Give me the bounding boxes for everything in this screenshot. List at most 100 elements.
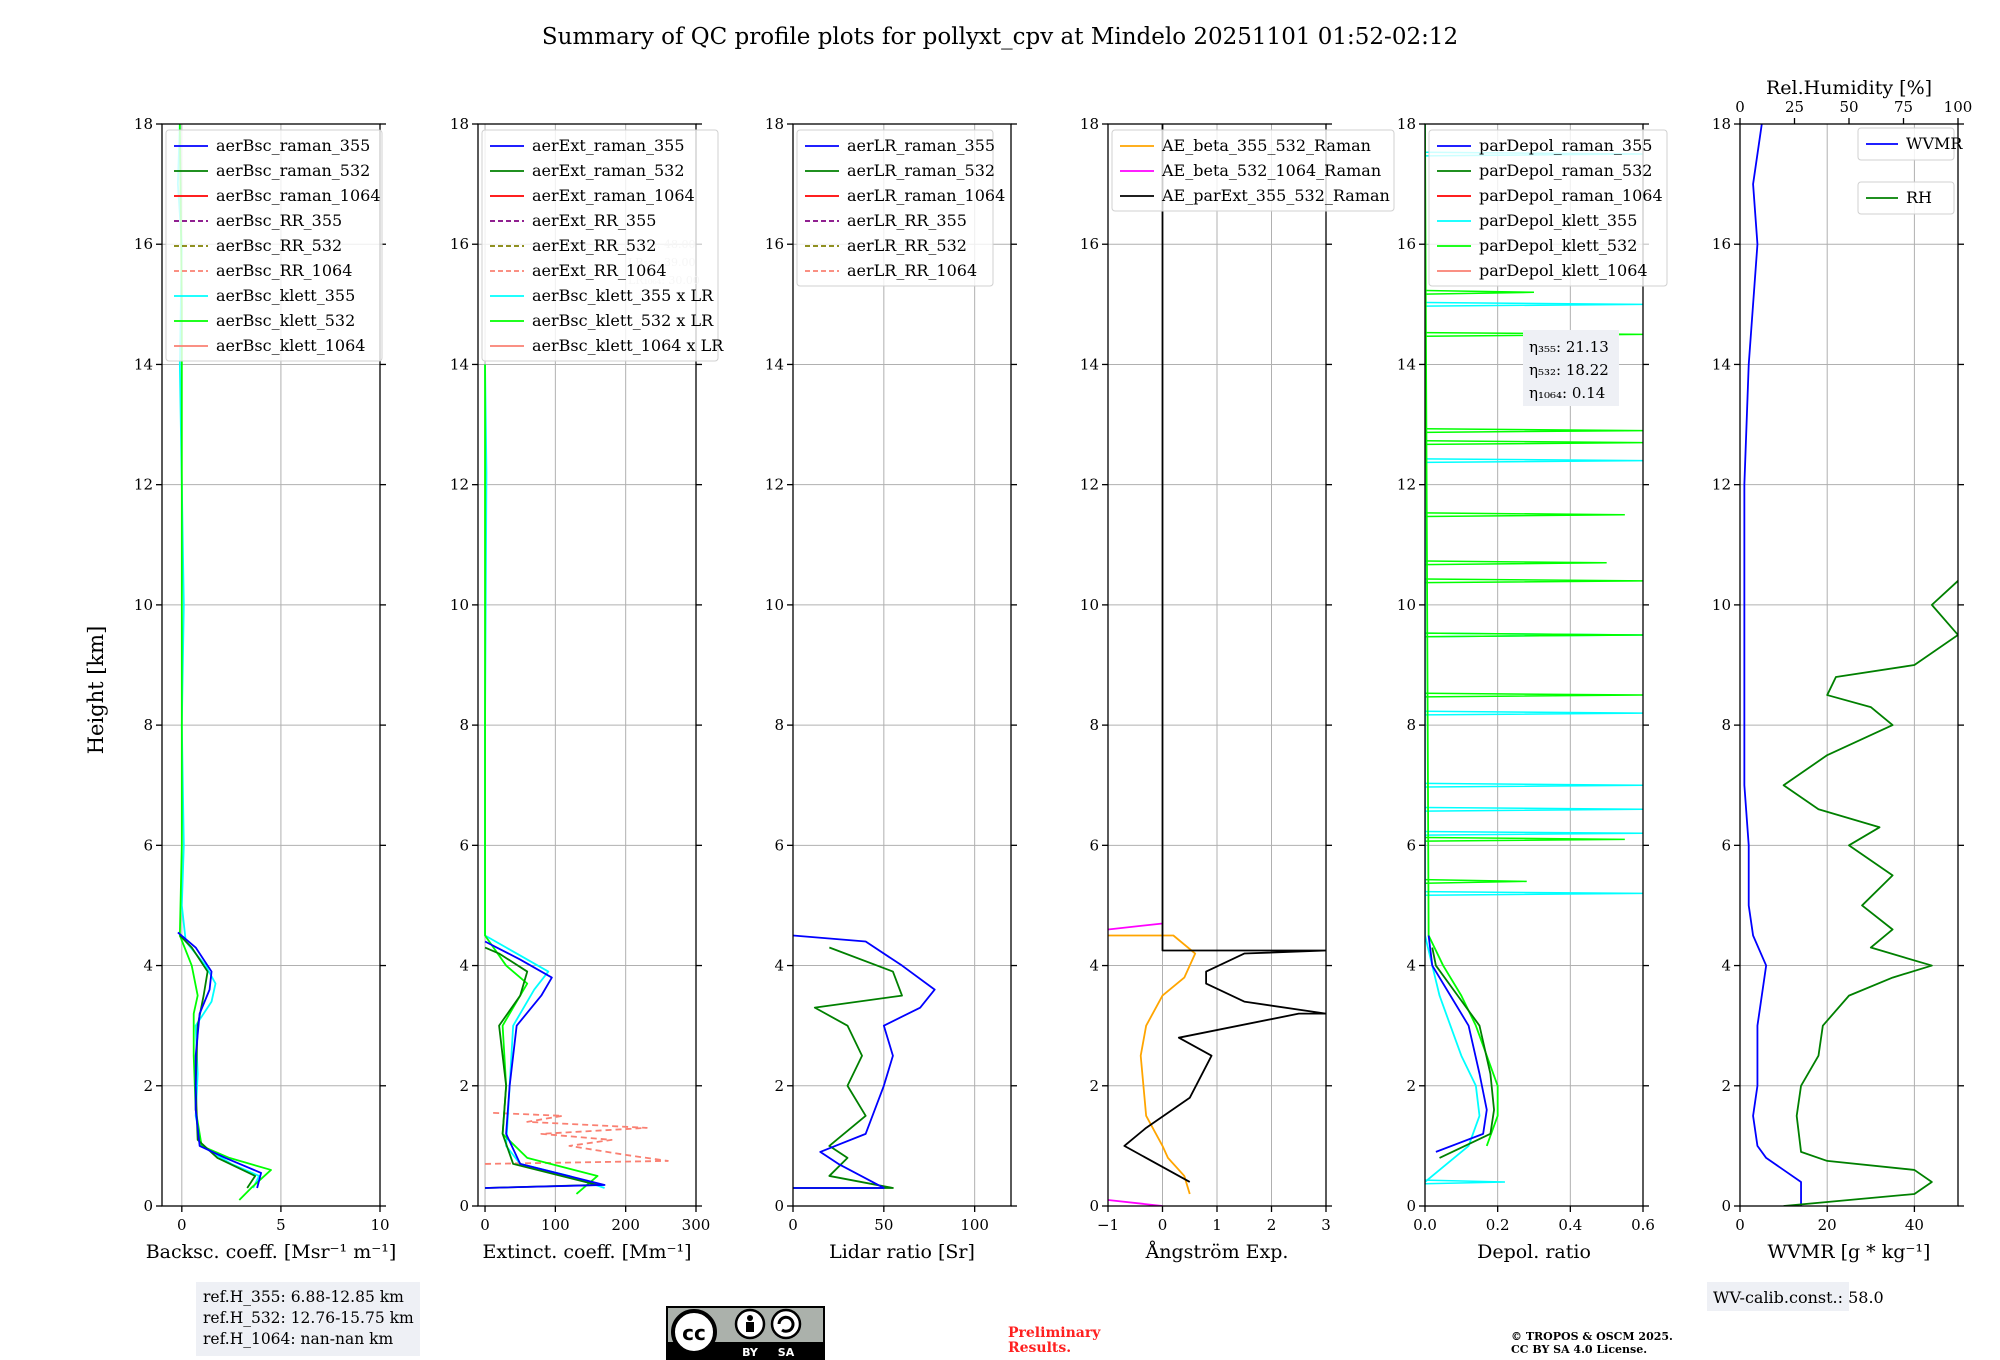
axes-frame [1740, 124, 1958, 1206]
y-tick-label: 16 [1397, 235, 1416, 253]
legend-label: aerBsc_RR_355 [216, 211, 342, 230]
spike-mark [1425, 429, 1643, 433]
legend-label: aerBsc_raman_1064 [216, 186, 381, 205]
y-tick-label: 12 [134, 476, 153, 494]
x-tick-label: 100 [541, 1216, 570, 1234]
legend-label: aerBsc_RR_1064 [216, 261, 352, 280]
legend-label: aerExt_RR_532 [532, 236, 656, 255]
x-tick-label: 0 [177, 1216, 187, 1234]
y-tick-label: 14 [450, 355, 469, 373]
x-tick-label: 50 [874, 1216, 893, 1234]
eta-value: η₁₀₆₄: 0.14 [1529, 384, 1605, 402]
spike-mark [1425, 513, 1625, 517]
x-tick-label: 0 [1158, 1216, 1168, 1234]
spike-mark [1425, 807, 1643, 811]
legend-label: parDepol_klett_355 [1479, 211, 1637, 230]
y-tick-label: 4 [459, 957, 469, 975]
legend-label: aerBsc_raman_532 [216, 161, 370, 180]
y-tick-label: 18 [134, 115, 153, 133]
series-aerBsc_raman_355 [178, 932, 261, 1187]
y-tick-label: 8 [143, 716, 153, 734]
top-x-tick-label: 100 [1944, 98, 1973, 116]
y-tick-label: 6 [1089, 836, 1099, 854]
legend-label: aerLR_raman_532 [847, 161, 995, 180]
legend-label: aerLR_raman_355 [847, 136, 995, 155]
legend-label: aerBsc_klett_532 x LR [532, 311, 714, 330]
x-axis-label: Ångström Exp. [1145, 1241, 1289, 1263]
subplot-5: 0 2 4 6 8 10 12 14 16 18 0.0 0.2 0.4 0.6 Depol. ratio η… [1397, 115, 1667, 1263]
spike-mark [1425, 579, 1643, 583]
x-tick-label: 0 [1735, 1216, 1745, 1234]
y-tick-label: 4 [1721, 957, 1731, 975]
y-tick-label: 2 [143, 1077, 153, 1095]
y-tick-label: 14 [134, 355, 153, 373]
x-tick-label: 300 [682, 1216, 711, 1234]
y-tick-label: 2 [1406, 1077, 1416, 1095]
spike-mark [1425, 633, 1643, 637]
legend-label: parDepol_klett_1064 [1479, 261, 1648, 280]
series-WVMR [1744, 124, 1801, 1206]
series-aerBsc_raman_532 [180, 936, 255, 1188]
y-tick-label: 10 [765, 596, 784, 614]
y-tick-label: 6 [143, 836, 153, 854]
y-tick-label: 8 [1406, 716, 1416, 734]
y-tick-label: 2 [774, 1077, 784, 1095]
plot-area [1744, 124, 1958, 1206]
y-tick-label: 18 [765, 115, 784, 133]
x-tick-label: 10 [370, 1216, 389, 1234]
subplot-2: 0246810121416180 100 200 300Extinct. coeff.… [450, 115, 724, 1263]
spike-mark [1425, 291, 1534, 295]
ref-height-1064: ref.H_1064: nan-nan km [203, 1330, 394, 1348]
y-tick-label: 12 [765, 476, 784, 494]
ref-height-box: ref.H_355: 6.88-12.85 km ref.H_532: 12.7… [196, 1282, 420, 1356]
x-tick-label: 0.6 [1631, 1216, 1655, 1234]
spike-mark [1425, 561, 1607, 565]
y-tick-label: 14 [1712, 355, 1731, 373]
series-aerLR_raman_355 [793, 936, 935, 1188]
cc-license-badge[interactable]: cc BY SA [667, 1307, 824, 1360]
y-tick-label: 8 [1721, 716, 1731, 734]
y-tick-label: 0 [1406, 1197, 1416, 1215]
y-tick-label: 4 [1089, 957, 1099, 975]
series-aerExt_RR_1064 [485, 1113, 668, 1164]
figure-title: Summary of QC profile plots for pollyxt_… [542, 24, 1458, 50]
ref-height-355: ref.H_355: 6.88-12.85 km [203, 1288, 404, 1306]
spike-mark [1425, 693, 1643, 697]
x-tick-label: 1 [1212, 1216, 1222, 1234]
spike-mark [1425, 783, 1643, 787]
x-tick-label: 2 [1267, 1216, 1277, 1234]
wv-calib-const: WV-calib.const.: 58.0 [1713, 1288, 1884, 1307]
legend-label: aerBsc_klett_1064 [216, 336, 365, 355]
legend-label: aerExt_RR_1064 [532, 261, 667, 280]
x-tick-label: 100 [960, 1216, 989, 1234]
copyright-line-1: © TROPOS & OSCM 2025. [1511, 1330, 1673, 1343]
legend-label: aerBsc_raman_355 [216, 136, 370, 155]
y-tick-label: 16 [1080, 235, 1099, 253]
y-tick-label: 12 [1397, 476, 1416, 494]
y-tick-label: 12 [450, 476, 469, 494]
legend-label: parDepol_raman_1064 [1479, 186, 1663, 205]
x-tick-label: 0.0 [1413, 1216, 1437, 1234]
subplot-3: 0 2 4 6 8 10 12 14 16 18 0 50 100 Lidar ratio [Sr] aer… [765, 115, 1017, 1263]
legend-label: aerLR_RR_1064 [847, 261, 977, 280]
y-tick-label: 6 [774, 836, 784, 854]
y-tick-label: 18 [1712, 115, 1731, 133]
y-tick-label: 8 [459, 716, 469, 734]
x-tick-label: 0 [788, 1216, 798, 1234]
x-tick-label: 5 [276, 1216, 286, 1234]
y-tick-label: 6 [1406, 836, 1416, 854]
y-tick-label: 18 [1397, 115, 1416, 133]
series-AE_parExt_355_532_Raman [1124, 124, 1326, 1182]
preliminary-label-2: Results. [1008, 1340, 1071, 1356]
y-tick-label: 0 [774, 1197, 784, 1215]
share-alike-icon [772, 1310, 800, 1338]
spike-mark [1425, 880, 1527, 884]
eta-value: η₃₅₅: 21.13 [1529, 338, 1609, 356]
legend-label: aerBsc_klett_355 x LR [532, 286, 714, 305]
license-by-label: BY [742, 1346, 759, 1359]
x-tick-label: 200 [611, 1216, 640, 1234]
y-tick-label: 8 [774, 716, 784, 734]
x-axis-label: Extinct. coeff. [Mm⁻¹] [482, 1241, 691, 1263]
spike-mark [1425, 711, 1643, 715]
y-tick-label: 16 [765, 235, 784, 253]
